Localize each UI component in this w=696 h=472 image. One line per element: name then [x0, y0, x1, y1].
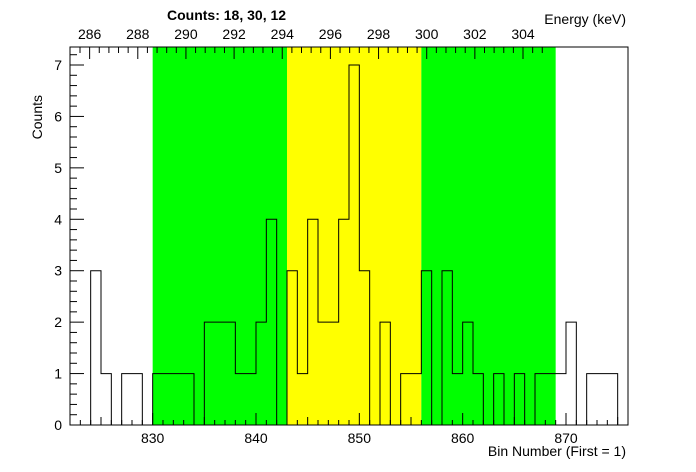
y-axis-label: Counts	[29, 95, 45, 139]
x-tick-label: 850	[348, 430, 372, 446]
y-tick-label: 5	[54, 160, 62, 176]
energy-tick-label: 304	[511, 26, 535, 42]
energy-tick-label: 302	[463, 26, 487, 42]
x-tick-label: 860	[451, 430, 475, 446]
y-tick-label: 1	[54, 366, 62, 382]
energy-tick-label: 296	[319, 26, 343, 42]
axes: 830 840 850 860 870 0 1 2 3 4 5 6 7 286 288 290 292 294 29…	[54, 26, 629, 446]
x-tick-label: 830	[141, 430, 165, 446]
histogram-line	[70, 64, 628, 426]
energy-axis-label: Energy (keV)	[544, 11, 626, 27]
energy-tick-label: 286	[78, 26, 102, 42]
x-axis-label: Bin Number (First = 1)	[488, 443, 626, 459]
region-right-background	[421, 47, 556, 425]
y-tick-label: 3	[54, 263, 62, 279]
energy-tick-label: 288	[126, 26, 150, 42]
energy-tick-label: 290	[174, 26, 198, 42]
energy-tick-label: 294	[271, 26, 295, 42]
x-tick-label: 840	[244, 430, 268, 446]
energy-tick-label: 292	[222, 26, 246, 42]
region-bands	[152, 47, 556, 425]
y-tick-label: 2	[54, 314, 62, 330]
histogram-series	[70, 64, 628, 426]
region-left-background	[152, 47, 287, 425]
x-tick-label: 870	[554, 430, 578, 446]
chart-title: Counts: 18, 30, 12	[167, 7, 286, 23]
energy-tick-label: 298	[367, 26, 391, 42]
region-peak	[287, 47, 422, 425]
y-tick-label: 0	[54, 417, 62, 433]
energy-tick-label: 300	[415, 26, 439, 42]
y-tick-label: 6	[54, 108, 62, 124]
y-tick-label: 7	[54, 57, 62, 73]
y-tick-label: 4	[54, 211, 62, 227]
